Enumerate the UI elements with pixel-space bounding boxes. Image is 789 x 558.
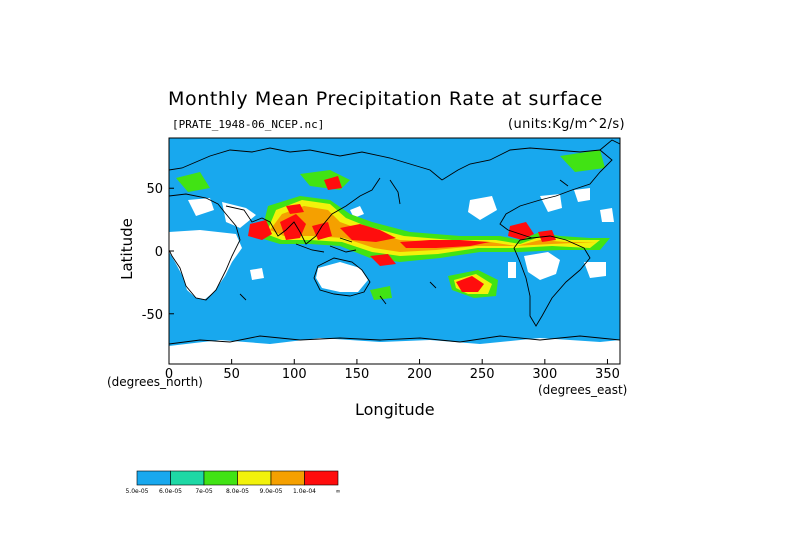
- colorbar-label: 7e-05: [195, 488, 212, 495]
- colorbar-swatch: [136, 470, 171, 486]
- colorbar-label: 5.0e-05: [125, 488, 148, 495]
- missing-data-regions: [169, 188, 620, 364]
- colorbar-label: 9.0e-05: [259, 488, 282, 495]
- colorbar-swatch: [304, 470, 339, 486]
- colorbar-label: 8.0e-05: [226, 488, 249, 495]
- x-unit-label: (degrees_east): [538, 383, 628, 397]
- x-tick-label: 250: [470, 367, 495, 382]
- x-axis-label: Longitude: [355, 400, 435, 419]
- x-tick-label: 50: [223, 367, 240, 382]
- y-unit-label: (degrees_north): [107, 375, 203, 389]
- colorbar-label: 6.0e-05: [159, 488, 182, 495]
- y-axis-ticks: 50 0 -50: [142, 182, 174, 323]
- chart-title: Monthly Mean Precipitation Rate at surfa…: [168, 88, 603, 110]
- y-tick-label: -50: [142, 308, 163, 323]
- colorbar-swatch: [270, 470, 305, 486]
- x-axis-ticks: 0 50 100 150 200 250 300 350: [165, 359, 620, 382]
- file-name-label: [PRATE_1948-06_NCEP.nc]: [172, 118, 325, 131]
- colorbar-swatch: [170, 470, 205, 486]
- units-label: (units:Kg/m^2/s): [508, 117, 626, 132]
- y-tick-label: 0: [155, 245, 163, 260]
- colorbar-swatch: [203, 470, 238, 486]
- x-tick-label: 0: [165, 367, 173, 382]
- precipitation-blobs: [176, 150, 610, 300]
- colorbar-swatch: [237, 470, 272, 486]
- x-tick-label: 200: [407, 367, 432, 382]
- x-tick-label: 350: [595, 367, 620, 382]
- x-tick-label: 100: [282, 367, 307, 382]
- colorbar: 5.0e-05 6.0e-05 7e-05 8.0e-05 9.0e-05 1.0e-04…: [125, 470, 341, 495]
- colorbar-label: 1.0e-04: [293, 488, 316, 495]
- x-tick-label: 300: [532, 367, 557, 382]
- coastlines: [169, 139, 620, 345]
- y-tick-label: 50: [146, 182, 163, 197]
- colorbar-label: ∞: [336, 488, 341, 495]
- x-tick-label: 150: [345, 367, 370, 382]
